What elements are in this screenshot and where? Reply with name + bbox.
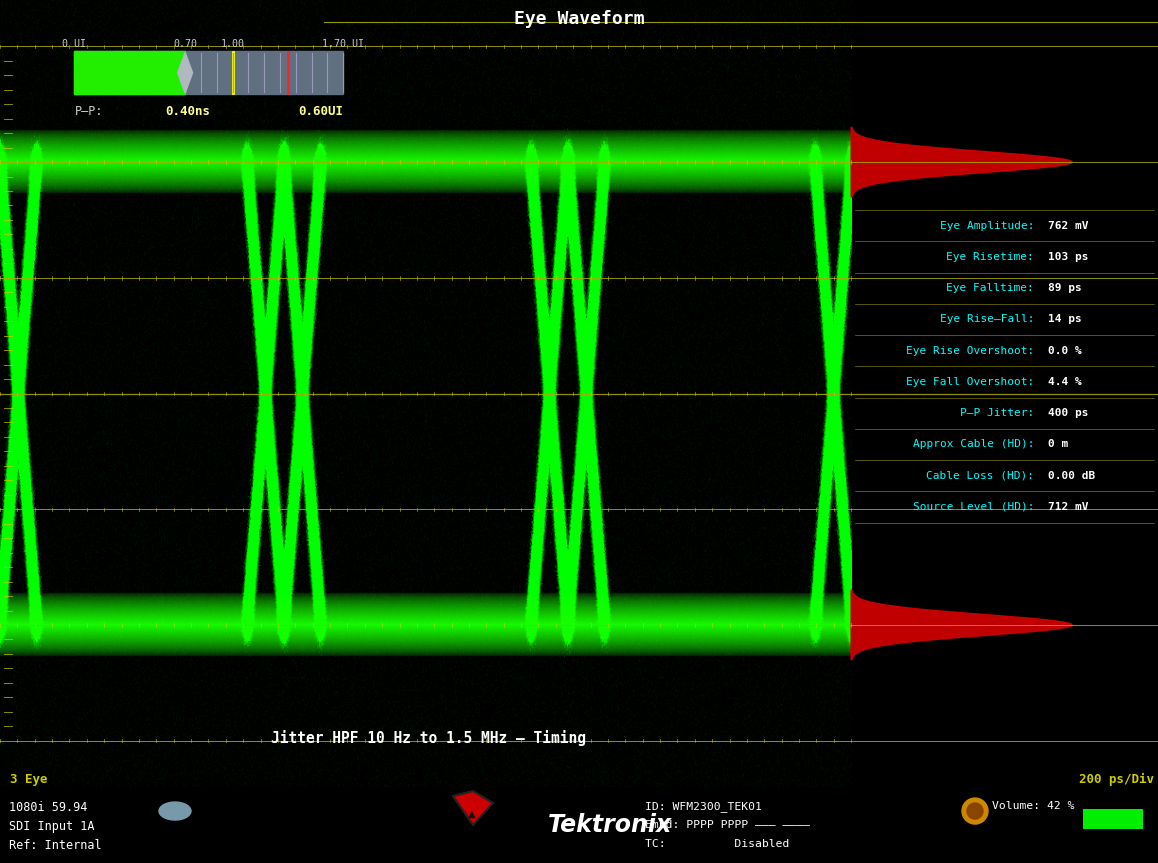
Text: Cable Loss (HD):: Cable Loss (HD):: [926, 470, 1034, 481]
Polygon shape: [453, 791, 493, 825]
Text: 0.70: 0.70: [174, 39, 197, 49]
Text: Jitter HPF 10 Hz to 1.5 MHz – Timing: Jitter HPF 10 Hz to 1.5 MHz – Timing: [271, 730, 586, 746]
Text: Eye Rise Overshoot:: Eye Rise Overshoot:: [906, 346, 1034, 356]
Polygon shape: [851, 128, 1072, 197]
Text: Source Level (HD):: Source Level (HD):: [913, 502, 1034, 512]
Text: SDI Input 1A: SDI Input 1A: [9, 820, 95, 833]
Ellipse shape: [159, 802, 191, 820]
Text: Eye Waveform: Eye Waveform: [514, 9, 644, 28]
Text: 103 ps: 103 ps: [1048, 252, 1089, 262]
FancyBboxPatch shape: [1083, 809, 1143, 829]
Text: Eye Amplitude:: Eye Amplitude:: [939, 221, 1034, 230]
Circle shape: [962, 798, 988, 824]
Text: Eye Fall Overshoot:: Eye Fall Overshoot:: [906, 377, 1034, 387]
Text: 4.4 %: 4.4 %: [1048, 377, 1082, 387]
Polygon shape: [851, 590, 1072, 659]
Text: 89 ps: 89 ps: [1048, 283, 1082, 293]
Polygon shape: [74, 51, 343, 94]
Text: Volume: 42 %: Volume: 42 %: [992, 801, 1075, 811]
Text: TC:          Disabled: TC: Disabled: [645, 839, 790, 849]
Text: Approx Cable (HD):: Approx Cable (HD):: [913, 439, 1034, 450]
Text: 762 mV: 762 mV: [1048, 221, 1089, 230]
Text: ID: WFM2300_TEK01: ID: WFM2300_TEK01: [645, 801, 762, 812]
Text: 3 Eye: 3 Eye: [10, 773, 47, 786]
Circle shape: [967, 803, 983, 819]
Text: 1.00: 1.00: [220, 39, 244, 49]
Text: Embd: PPPP PPPP ——— ————: Embd: PPPP PPPP ——— ————: [645, 820, 809, 830]
Text: P–P:: P–P:: [74, 105, 103, 118]
Text: Tektronix: Tektronix: [548, 813, 673, 837]
Polygon shape: [74, 51, 185, 94]
Text: P–P Jitter:: P–P Jitter:: [960, 408, 1034, 419]
Text: Eye Rise–Fall:: Eye Rise–Fall:: [939, 314, 1034, 324]
Text: 0 UI: 0 UI: [63, 39, 87, 49]
Text: Eye Falltime:: Eye Falltime:: [946, 283, 1034, 293]
Text: Ref: Internal: Ref: Internal: [9, 839, 102, 852]
Text: 400 ps: 400 ps: [1048, 408, 1089, 419]
Text: ▲: ▲: [468, 809, 476, 819]
Text: 0.40ns: 0.40ns: [164, 105, 210, 118]
Text: 0.60UI: 0.60UI: [299, 105, 343, 118]
Text: 712 mV: 712 mV: [1048, 502, 1089, 512]
Text: 200 ps/Div: 200 ps/Div: [1079, 773, 1153, 786]
Text: 0 m: 0 m: [1048, 439, 1068, 450]
Text: 1.70 UI: 1.70 UI: [322, 39, 365, 49]
Text: 1080i 59.94: 1080i 59.94: [9, 801, 87, 814]
Text: 0.00 dB: 0.00 dB: [1048, 470, 1095, 481]
Text: 0.0 %: 0.0 %: [1048, 346, 1082, 356]
Text: 14 ps: 14 ps: [1048, 314, 1082, 324]
Polygon shape: [177, 53, 192, 93]
Text: Eye Risetime:: Eye Risetime:: [946, 252, 1034, 262]
